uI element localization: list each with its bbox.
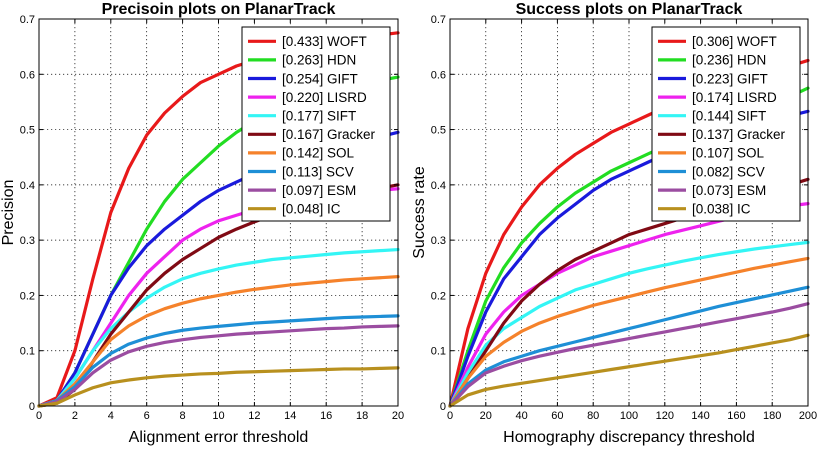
success-ytick-label: 0.4	[431, 180, 446, 192]
success-series-ic	[448, 333, 810, 408]
success-ytick-label: 0.3	[431, 235, 446, 247]
success-xtick-label: 60	[551, 410, 563, 422]
precision-xtick-label: 0	[36, 410, 42, 422]
precision-legend-label-ic: [0.048] IC	[282, 202, 341, 217]
success-xtick-label: 80	[587, 410, 599, 422]
success-legend: [0.306] WOFT [0.236] HDN [0.223] GIFT [0.17…	[651, 26, 801, 222]
precision-xtick-label: 2	[72, 410, 78, 422]
success-xtick-label: 180	[763, 410, 781, 422]
precision-legend-label-lisrd: [0.220] LISRD	[282, 90, 367, 105]
precision-ytick-label: 0	[29, 401, 35, 413]
precision-xtick-label: 6	[144, 410, 150, 422]
precision-ytick-label: 0.4	[20, 180, 35, 192]
success-legend-label-ic: [0.038] IC	[692, 202, 751, 217]
precision-ytick-label: 0.3	[20, 235, 35, 247]
precision-xtick-label: 20	[392, 410, 404, 422]
precision-series-ic	[37, 366, 400, 408]
success-legend-label-hdn: [0.236] HDN	[692, 53, 766, 68]
success-legend-label-scv: [0.082] SCV	[692, 164, 765, 179]
success-ytick-label: 0.6	[431, 69, 446, 81]
success-x-axis-label: Homography discrepancy threshold	[503, 429, 755, 446]
precision-y-axis-label: Precision	[0, 180, 17, 246]
success-legend-label-sift: [0.144] SIFT	[692, 109, 766, 124]
success-xtick-label: 200	[799, 410, 817, 422]
precision-legend-label-hdn: [0.263] HDN	[282, 53, 356, 68]
success-xtick-label: 120	[656, 410, 674, 422]
precision-ytick-label: 0.7	[20, 14, 35, 26]
success-ytick-label: 0.2	[431, 290, 446, 302]
precision-series-sift	[37, 247, 400, 408]
precision-xtick-label: 10	[212, 410, 224, 422]
precision-series-scv	[37, 314, 400, 408]
precision-legend-label-sol: [0.142] SOL	[282, 146, 355, 161]
precision-legend-label-scv: [0.113] SCV	[282, 164, 354, 179]
success-xtick-label: 20	[480, 410, 492, 422]
precision-ytick-label: 0.6	[20, 69, 35, 81]
precision-xtick-label: 16	[320, 410, 332, 422]
precision-xtick-label: 12	[248, 410, 260, 422]
success-legend-label-gift: [0.223] GIFT	[692, 71, 768, 86]
success-legend-label-woft: [0.306] WOFT	[692, 34, 777, 49]
precision-legend-label-gracker: [0.167] Gracker	[282, 127, 376, 142]
precision-ytick-label: 0.2	[20, 290, 35, 302]
precision-xtick-label: 14	[284, 410, 296, 422]
success-plot-panel: 0 20 40 60 80 100 120 140 160 180 200 0 0.1 0.2 0.3 0.4…	[411, 1, 817, 446]
precision-legend: [0.433] WOFT [0.263] HDN [0.254] GIFT [0.22…	[241, 26, 391, 222]
success-y-axis-label: Success rate	[411, 166, 428, 259]
success-legend-label-esm: [0.073] ESM	[692, 183, 766, 198]
success-series-scv	[448, 285, 810, 408]
success-xtick-label: 40	[515, 410, 527, 422]
precision-ytick-label: 0.5	[20, 125, 35, 137]
precision-xtick-label: 18	[356, 410, 368, 422]
success-ytick-label: 0.7	[431, 14, 446, 26]
success-legend-label-sol: [0.107] SOL	[692, 146, 765, 161]
precision-ytick-label: 0.1	[20, 346, 35, 358]
success-xtick-label: 0	[447, 410, 453, 422]
precision-chart-title: Precisoin plots on PlanarTrack	[102, 1, 336, 18]
success-xtick-label: 160	[727, 410, 745, 422]
precision-plot-panel: 0 2 4 6 8 10 12 14 16 18 20 0 0.1 0.2 0.3 0.4 0.5 0.6 0.7 P…	[0, 1, 404, 446]
precision-series-sol	[37, 275, 400, 408]
success-ytick-label: 0.5	[431, 125, 446, 137]
precision-legend-label-gift: [0.254] GIFT	[282, 71, 358, 86]
success-series-sol	[448, 256, 810, 408]
success-series-sift	[448, 240, 810, 408]
precision-legend-label-esm: [0.097] ESM	[282, 183, 356, 198]
precision-xtick-label: 8	[180, 410, 186, 422]
success-legend-label-gracker: [0.137] Gracker	[692, 127, 786, 142]
success-chart-title: Success plots on PlanarTrack	[516, 1, 743, 18]
precision-legend-label-woft: [0.433] WOFT	[282, 34, 367, 49]
precision-xtick-label: 4	[108, 410, 114, 422]
success-ytick-label: 0	[440, 401, 446, 413]
precision-legend-label-sift: [0.177] SIFT	[282, 109, 356, 124]
precision-series-esm	[37, 324, 400, 408]
precision-x-axis-label: Alignment error threshold	[129, 429, 309, 446]
success-xtick-label: 100	[620, 410, 638, 422]
success-legend-label-lisrd: [0.174] LISRD	[692, 90, 777, 105]
success-xtick-label: 140	[691, 410, 709, 422]
success-series-esm	[448, 302, 810, 408]
success-ytick-label: 0.1	[431, 346, 446, 358]
